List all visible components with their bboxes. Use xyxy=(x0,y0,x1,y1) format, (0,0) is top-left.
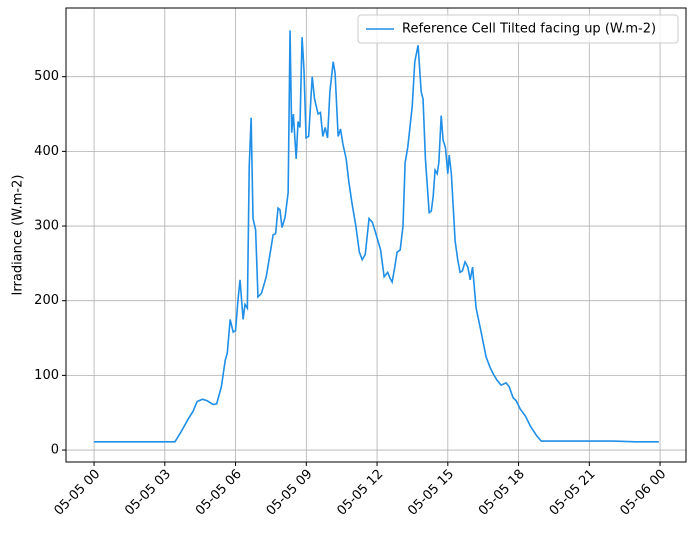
y-tick-label: 500 xyxy=(34,69,59,84)
plot-frame xyxy=(65,7,687,463)
x-tick-label: 05-05 00 xyxy=(51,467,103,519)
y-tick-label: 100 xyxy=(34,368,59,383)
data-line xyxy=(94,30,659,443)
x-tick-label: 05-05 12 xyxy=(334,467,386,519)
x-tick-label: 05-05 15 xyxy=(405,467,457,519)
legend-box xyxy=(357,14,679,44)
x-tick-label: 05-05 03 xyxy=(122,467,174,519)
legend-label: Reference Cell Tilted facing up (W.m-2) xyxy=(402,22,656,37)
y-tick-label: 400 xyxy=(34,144,59,159)
x-tick-label: 05-05 21 xyxy=(547,467,599,519)
y-axis-label: Irradiance (W.m-2) xyxy=(11,175,26,296)
y-tick-label: 0 xyxy=(51,443,59,458)
y-tick-label: 300 xyxy=(34,219,59,234)
x-tick-label: 05-05 06 xyxy=(193,467,245,519)
x-tick-label: 05-05 09 xyxy=(264,467,316,519)
y-tick-label: 200 xyxy=(34,293,59,308)
x-tick-label: 05-06 00 xyxy=(617,467,669,519)
x-tick-label: 05-05 18 xyxy=(476,467,528,519)
